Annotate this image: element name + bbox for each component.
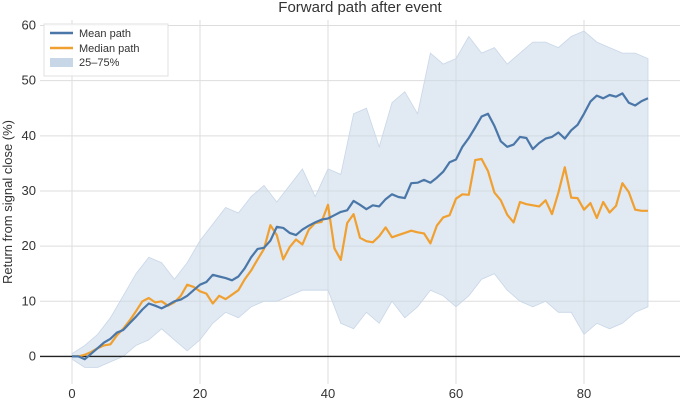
axis-ticks: 0 20 40 60 80 0 10 20 30 40 50 60 bbox=[22, 18, 592, 401]
mean-path-line bbox=[72, 92, 649, 361]
x-tick-label: 40 bbox=[321, 386, 335, 401]
y-tick-label: 50 bbox=[22, 73, 36, 88]
legend-label-median: Median path bbox=[79, 43, 140, 55]
legend: Mean path Median path 25–75% bbox=[43, 23, 169, 77]
y-tick-label: 30 bbox=[22, 183, 36, 198]
x-tick-label: 60 bbox=[449, 386, 463, 401]
x-tick-label: 20 bbox=[193, 386, 207, 401]
legend-label-band: 25–75% bbox=[79, 57, 120, 69]
iqr-band bbox=[71, 30, 649, 368]
y-tick-label: 0 bbox=[29, 348, 36, 363]
y-tick-label: 20 bbox=[22, 238, 36, 253]
legend-swatch-band bbox=[50, 58, 73, 67]
legend-label-mean: Mean path bbox=[79, 28, 131, 40]
y-tick-label: 40 bbox=[22, 128, 36, 143]
y-tick-label: 60 bbox=[22, 18, 36, 33]
x-tick-label: 80 bbox=[577, 386, 591, 401]
y-tick-label: 10 bbox=[22, 293, 36, 308]
y-axis-label: Return from signal close (%) bbox=[0, 120, 15, 284]
x-tick-label: 0 bbox=[68, 386, 75, 401]
chart-title: Forward path after event bbox=[278, 0, 442, 16]
